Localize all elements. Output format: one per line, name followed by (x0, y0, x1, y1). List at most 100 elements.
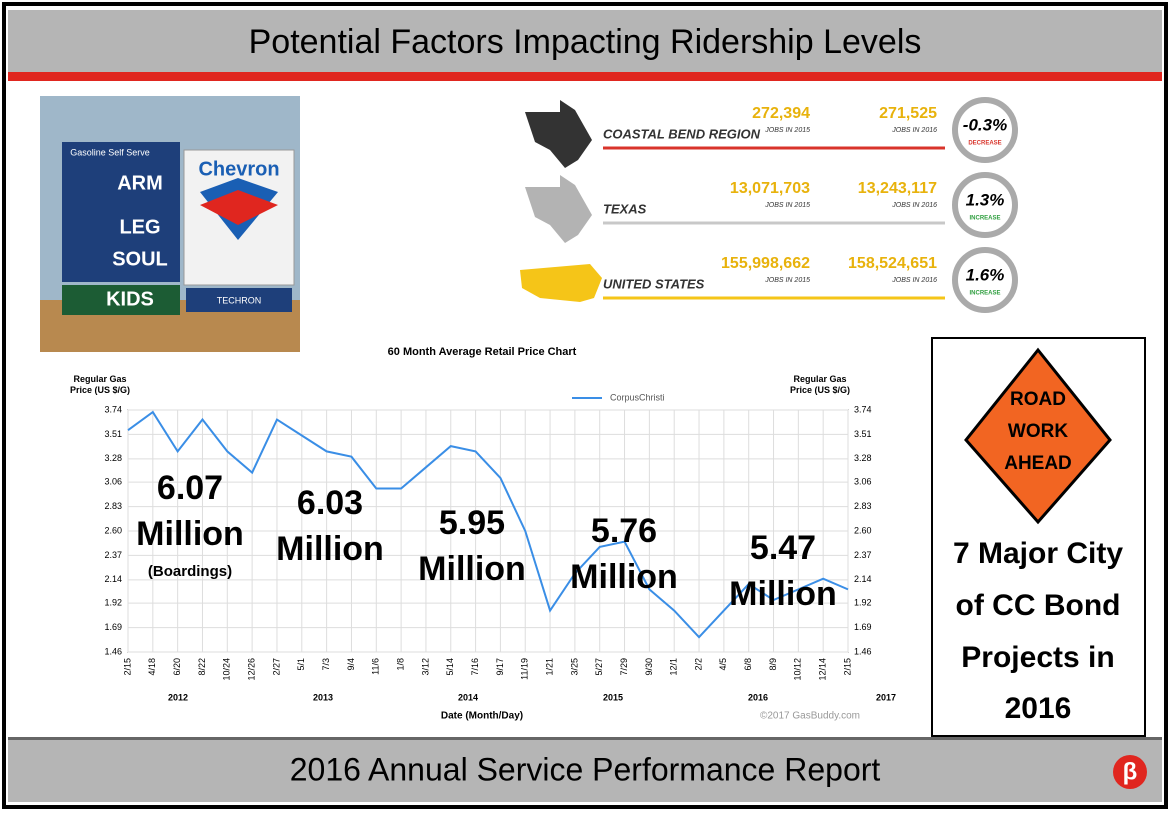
x-tick-label: 11/19 (520, 658, 530, 680)
boardings-unit: Million (136, 515, 244, 553)
direction: DECREASE (968, 141, 1001, 147)
x-tick-label: 12/26 (247, 658, 257, 681)
jobs-2016: 13,243,117 (858, 180, 937, 197)
title: Potential Factors Impacting Ridership Le… (249, 23, 922, 61)
credit: ©2017 GasBuddy.com (760, 711, 860, 722)
y-tick-label: 1.92 (104, 598, 122, 608)
boardings-unit: Million (729, 575, 837, 613)
y2-tick-label: 1.92 (854, 598, 872, 608)
x-tick-label: 5/1 (296, 658, 306, 671)
boardings-note: (Boardings) (148, 563, 232, 580)
logo-text: β (1123, 758, 1138, 785)
road-sign-text: ROAD (1010, 389, 1066, 410)
boardings-unit: Million (570, 558, 678, 596)
x-tick-label: 10/12 (793, 658, 803, 681)
jobs-2016-label: JOBS IN 2016 (891, 277, 937, 284)
project-caption: Projects in (961, 641, 1114, 674)
x-tick-label: 4/18 (147, 658, 157, 676)
footer-rule (8, 737, 1162, 740)
direction: INCREASE (969, 291, 1000, 297)
y2-tick-label: 2.60 (854, 525, 872, 535)
y-tick-label: 2.14 (104, 574, 122, 584)
region: UNITED STATES (603, 276, 705, 291)
y-tick-label: 3.06 (104, 477, 122, 487)
x-tick-label: 9/17 (495, 658, 505, 676)
direction: INCREASE (969, 216, 1000, 222)
x-tick-label: 6/8 (743, 658, 753, 671)
sign-row: LEG (119, 216, 160, 238)
y-tick-label: 2.83 (104, 501, 122, 511)
y2-tick-label: 1.69 (854, 622, 872, 632)
x-tick-label: 5/14 (445, 658, 455, 676)
y2-tick-label: 1.46 (854, 646, 872, 656)
sign-row: ARM (117, 172, 163, 194)
y2-tick-label: 3.28 (854, 453, 872, 463)
project-caption: 7 Major City (953, 537, 1123, 570)
x-tick-label: 2/2 (693, 658, 703, 671)
y2-tick-label: 2.83 (854, 501, 872, 511)
slide: Potential Factors Impacting Ridership Le… (0, 0, 1170, 811)
region: TEXAS (603, 201, 647, 216)
road-sign-text: AHEAD (1004, 453, 1072, 474)
change: 1.6% (966, 265, 1005, 284)
boardings-value: 6.03 (297, 484, 363, 522)
page: {"header": {"title": "Potential Factors … (0, 0, 1170, 811)
title-rule (8, 72, 1162, 81)
jobs-2015: 155,998,662 (721, 255, 810, 272)
x-tick-label: 9/4 (346, 658, 356, 671)
x-tick-label: 3/12 (420, 658, 430, 676)
y2-tick-label: 2.14 (854, 574, 872, 584)
boardings-value: 5.76 (591, 512, 657, 550)
jobs-2016-label: JOBS IN 2016 (891, 202, 937, 209)
y-tick-label: 1.69 (104, 622, 122, 632)
x-tick-label: 7/16 (470, 658, 480, 676)
y-tick-label: 1.46 (104, 646, 122, 656)
y-tick-label: 3.74 (104, 404, 122, 414)
region: COASTAL BEND REGION (603, 126, 761, 141)
footer-title: 2016 Annual Service Performance Report (290, 751, 881, 787)
x-tick-label: 2/15 (842, 658, 852, 676)
y-tick-label: 3.51 (104, 429, 122, 439)
y2-tick-label: 3.06 (854, 477, 872, 487)
y2-tick-label: 3.74 (854, 404, 872, 414)
change: 1.3% (966, 190, 1005, 209)
y2-tick-label: 2.37 (854, 550, 872, 560)
y2-tick-label: 3.51 (854, 429, 872, 439)
jobs-2015: 272,394 (752, 105, 810, 122)
x-tick-label: 12/1 (669, 658, 679, 676)
sign-row: SOUL (112, 248, 168, 270)
boardings-unit: Million (276, 530, 384, 568)
year-label: 2013 (313, 692, 333, 702)
year-label: 2016 (748, 692, 768, 702)
boardings-value: 5.47 (750, 529, 816, 567)
sign-row: KIDS (106, 288, 154, 310)
x-tick-label: 2/15 (122, 658, 132, 676)
jobs-2015-label: JOBS IN 2015 (764, 127, 810, 134)
x-tick-label: 2/27 (271, 658, 281, 676)
jobs-2016-label: JOBS IN 2016 (891, 127, 937, 134)
project-caption: 2016 (1005, 692, 1072, 725)
y-tick-label: 2.37 (104, 550, 122, 560)
boardings-value: 5.95 (439, 504, 505, 542)
jobs-2015-label: JOBS IN 2015 (764, 277, 810, 284)
legend-label: CorpusChristi (610, 392, 665, 402)
jobs-2016: 158,524,651 (848, 255, 937, 272)
jobs-2015-label: JOBS IN 2015 (764, 202, 810, 209)
project-caption: of CC Bond (956, 589, 1121, 622)
jobs-2015: 13,071,703 (730, 180, 810, 197)
x-tick-label: 5/27 (594, 658, 604, 676)
change: -0.3% (963, 115, 1007, 134)
x-tick-label: 7/3 (321, 658, 331, 671)
x-tick-label: 8/22 (197, 658, 207, 676)
x-tick-label: 10/24 (222, 658, 232, 681)
y-tick-label: 3.28 (104, 453, 122, 463)
x-axis-label: Date (Month/Day) (441, 711, 523, 722)
jobs-2016: 271,525 (879, 105, 937, 122)
x-tick-label: 7/29 (619, 658, 629, 676)
chart-title: 60 Month Average Retail Price Chart (388, 346, 577, 358)
sign-heading: Gasoline Self Serve (70, 147, 150, 157)
x-tick-label: 11/6 (371, 658, 381, 675)
year-label: 2012 (168, 692, 188, 702)
